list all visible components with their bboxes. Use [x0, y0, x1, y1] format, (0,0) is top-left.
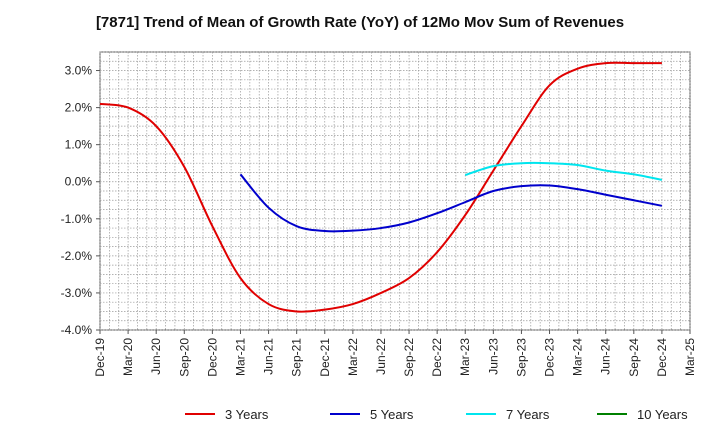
x-tick-label: Sep-22: [402, 338, 416, 377]
x-tick-label: Dec-23: [543, 338, 557, 377]
x-tick-label: Dec-21: [318, 338, 332, 377]
series-line-7-years: [464, 161, 663, 181]
x-tick-label: Dec-24: [655, 338, 669, 377]
y-tick-label: -4.0%: [61, 323, 93, 337]
x-tick-label: Sep-24: [627, 338, 641, 377]
x-tick-label: Dec-20: [205, 338, 219, 377]
legend-label[interactable]: 5 Years: [370, 407, 414, 422]
series-lines: [99, 61, 663, 313]
x-tick-label: Jun-24: [599, 338, 613, 375]
x-tick-label: Jun-22: [374, 338, 388, 375]
x-tick-label: Dec-19: [93, 338, 107, 377]
legend-label[interactable]: 10 Years: [637, 407, 688, 422]
chart-title: [7871] Trend of Mean of Growth Rate (YoY…: [95, 14, 625, 31]
y-tick-label: -3.0%: [61, 286, 93, 300]
x-tick-label: Mar-20: [121, 338, 135, 376]
series-line-5-years: [239, 173, 663, 233]
legend[interactable]: 3 Years 5 Years 7 Years 10 Years: [185, 407, 688, 422]
y-tick-label: 2.0%: [65, 101, 93, 115]
x-tick-label: Mar-23: [458, 338, 472, 376]
y-tick-label: -2.0%: [61, 249, 93, 263]
x-tick-label: Dec-22: [430, 338, 444, 377]
x-tick-label: Mar-21: [233, 338, 247, 376]
legend-label[interactable]: 7 Years: [506, 407, 550, 422]
legend-label[interactable]: 3 Years: [225, 407, 269, 422]
x-tick-label: Sep-23: [514, 338, 528, 377]
y-axis: 3.0% 2.0% 1.0% 0.0% -1.0% -2.0% -3.0% -4.0%: [61, 64, 100, 337]
x-tick-label: Mar-25: [683, 338, 697, 376]
x-tick-label: Jun-23: [486, 338, 500, 375]
y-tick-label: -1.0%: [61, 212, 93, 226]
y-tick-label: 0.0%: [65, 175, 93, 189]
x-tick-label: Jun-21: [262, 338, 276, 375]
x-tick-label: Sep-20: [177, 338, 191, 377]
x-tick-label: Jun-20: [149, 338, 163, 375]
x-tick-label: Mar-22: [346, 338, 360, 376]
series-line-3-years: [99, 61, 662, 313]
x-axis: Dec-19 Mar-20 Jun-20 Sep-20 Dec-20 Mar-21 Jun-…: [93, 330, 697, 377]
y-tick-label: 1.0%: [65, 138, 93, 152]
y-tick-label: 3.0%: [65, 64, 93, 78]
x-tick-label: Sep-21: [290, 338, 304, 377]
x-tick-label: Mar-24: [571, 338, 585, 376]
